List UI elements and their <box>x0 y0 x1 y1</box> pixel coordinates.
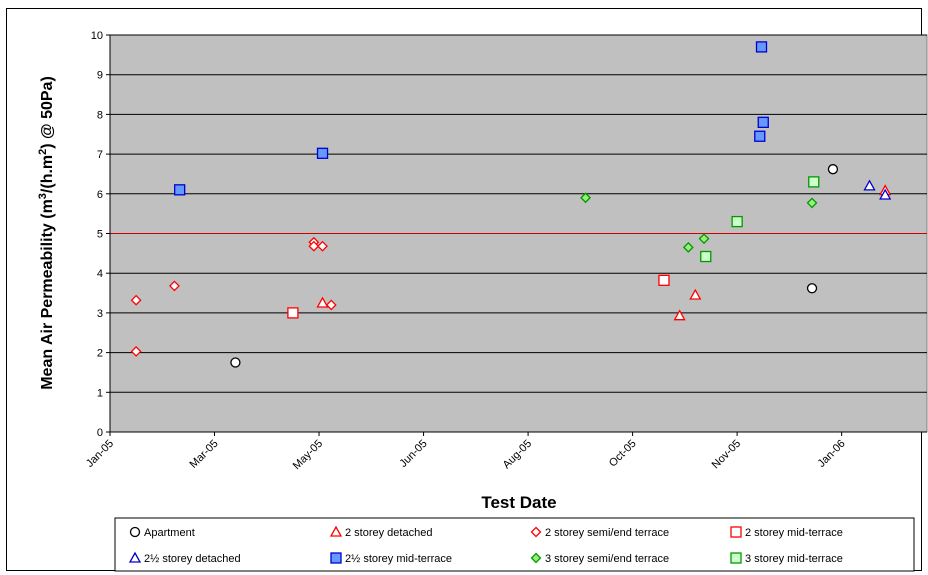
legend-marker <box>730 552 742 564</box>
data-point <box>806 283 818 294</box>
data-point <box>698 233 710 245</box>
legend-marker <box>330 552 342 564</box>
x-tick-label: Nov-05 <box>710 438 744 472</box>
x-tick-label: Jan-05 <box>84 438 116 470</box>
legend-marker <box>329 525 343 537</box>
data-point <box>130 294 142 306</box>
y-tick-label: 9 <box>97 70 103 82</box>
legend-marker <box>530 552 542 564</box>
y-tick-label: 3 <box>97 308 103 320</box>
data-point <box>317 240 328 252</box>
x-tick-label: Jun-05 <box>397 438 429 470</box>
legend-marker <box>530 526 542 538</box>
x-tick-label: May-05 <box>291 438 325 472</box>
y-tick-label: 10 <box>91 30 103 42</box>
y-tick-label: 6 <box>97 189 103 201</box>
data-points <box>130 41 892 368</box>
legend-items: Apartment 2 storey detached 2 storey semi/… <box>128 525 843 565</box>
data-point <box>863 179 876 191</box>
y-tick-label: 7 <box>97 149 103 161</box>
legend-label: 2 storey detached <box>345 527 432 539</box>
data-point <box>174 184 186 196</box>
y-axis: 0 1 2 3 4 5 6 7 8 9 10 <box>91 30 111 439</box>
data-point <box>754 130 766 142</box>
data-point <box>673 309 686 321</box>
y-axis-title: Mean Air Permeability (m3/(h.m2) @ 50Pa) <box>37 76 56 390</box>
legend-label: 2½ storey detached <box>144 553 241 565</box>
y-tick-label: 1 <box>97 387 103 399</box>
x-tick-label: Jan-06 <box>815 438 847 470</box>
data-point <box>827 164 839 175</box>
data-point <box>755 41 768 53</box>
data-point <box>580 192 591 204</box>
data-point <box>230 357 241 368</box>
data-point <box>325 299 337 311</box>
data-point <box>316 296 329 308</box>
legend-marker <box>128 551 142 563</box>
legend <box>114 517 915 572</box>
legend-label: 2 storey semi/end terrace <box>545 527 669 539</box>
y-tick-label: 2 <box>97 348 103 360</box>
x-axis: Jan-05 Mar-05 May-05 Jun-05 Aug-05 Oct-05 Nov-… <box>84 431 927 472</box>
data-point <box>287 307 299 319</box>
data-point <box>806 197 818 209</box>
data-point <box>757 116 769 128</box>
x-axis-title: Test Date <box>481 493 556 512</box>
data-point <box>316 147 329 159</box>
y-tick-label: 5 <box>97 229 103 241</box>
x-tick-label: Mar-05 <box>188 438 221 471</box>
legend-label: 3 storey mid-terrace <box>745 553 843 565</box>
data-point <box>808 176 820 188</box>
legend-marker <box>129 526 141 538</box>
y-tick-label: 8 <box>97 109 103 121</box>
legend-marker <box>730 526 742 538</box>
data-point <box>731 215 743 228</box>
data-point <box>308 240 320 252</box>
data-point <box>879 188 892 200</box>
x-tick-label: Aug-05 <box>501 438 535 472</box>
legend-label: 2½ storey mid-terrace <box>345 553 452 565</box>
data-point <box>682 241 694 253</box>
data-point <box>130 345 142 357</box>
x-tick-label: Oct-05 <box>607 438 639 470</box>
data-point <box>169 280 180 292</box>
legend-label: Apartment <box>144 527 195 539</box>
y-tick-label: 4 <box>97 268 103 280</box>
data-point <box>658 274 670 286</box>
legend-label: 3 storey semi/end terrace <box>545 553 669 565</box>
legend-label: 2 storey mid-terrace <box>745 527 843 539</box>
data-point <box>700 250 712 263</box>
y-tick-label: 0 <box>97 427 103 439</box>
data-point <box>689 288 702 300</box>
